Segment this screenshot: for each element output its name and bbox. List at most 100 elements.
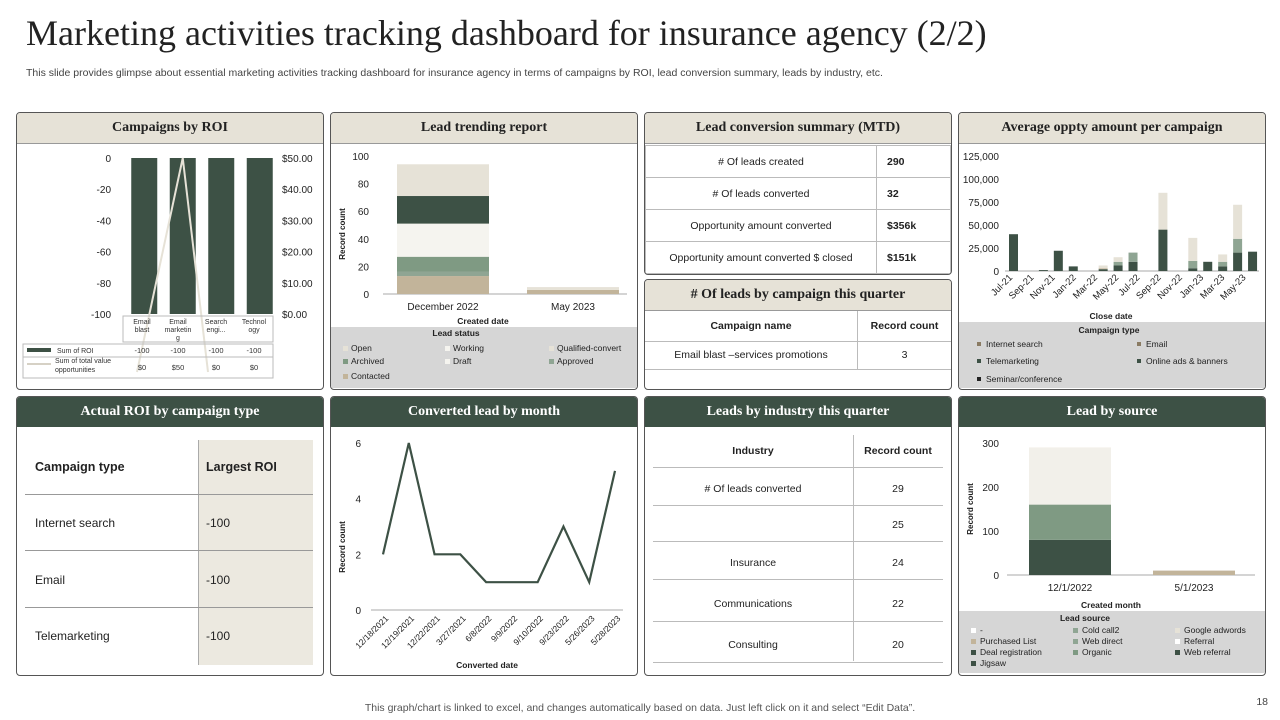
table-cell: Email xyxy=(35,573,66,587)
legend-swatch xyxy=(1175,650,1180,655)
stacked-bar-segment xyxy=(1248,251,1258,271)
stacked-bar-segment xyxy=(397,271,489,277)
category-box xyxy=(122,315,274,343)
page-title: Marketing activities tracking dashboard … xyxy=(26,13,987,53)
category-label: Technol xyxy=(242,319,267,326)
category-label: engi... xyxy=(206,327,225,334)
avg-oppty-chart: 125,000100,00075,00050,00025,0000Jul-21S… xyxy=(959,152,1265,388)
x-axis-title: Created month xyxy=(1081,600,1141,610)
avg-oppty-panel: Average oppty amount per campaign 125,00… xyxy=(958,112,1266,390)
data-label: $0 xyxy=(250,363,258,372)
data-label: -100 xyxy=(134,346,149,355)
y-tick-label: 0 xyxy=(363,290,369,301)
table-row: # Of leads created 290 xyxy=(645,145,951,178)
legend-swatch xyxy=(343,374,348,379)
y-tick-label: 125,000 xyxy=(963,152,1000,163)
data-label: $0 xyxy=(212,363,220,372)
legend-label: Deal registration xyxy=(980,647,1042,657)
stacked-bar-segment xyxy=(1233,204,1243,239)
roi-column-shade xyxy=(199,440,313,665)
stacked-bar-segment xyxy=(1098,269,1108,271)
x-tick-label: December 2022 xyxy=(407,302,479,313)
data-label: $50 xyxy=(172,363,185,372)
table-cell: -100 xyxy=(206,516,231,530)
legend-title: Campaign type xyxy=(1079,325,1140,335)
page-number: 18 xyxy=(1256,696,1268,708)
y-tick-label: 100 xyxy=(982,527,999,538)
y-tick-label: -100 xyxy=(91,310,111,321)
divider xyxy=(653,662,943,663)
panel-title: Converted lead by month xyxy=(331,397,637,427)
divider xyxy=(25,494,313,495)
legend-swatch xyxy=(27,348,51,352)
y-tick-label: -20 xyxy=(97,185,112,196)
y2-tick-label: $30.00 xyxy=(282,216,313,227)
stacked-bar-segment xyxy=(1029,447,1111,505)
lead-source-panel: Lead by source 300 200 100 0 Record count 12/… xyxy=(958,396,1266,676)
legend-label: Purchased List xyxy=(980,636,1037,646)
y-tick-label: -40 xyxy=(97,216,112,227)
roi-bar xyxy=(208,158,235,314)
legend-swatch xyxy=(1137,342,1141,346)
legend-label: Working xyxy=(453,343,484,353)
panel-title: Lead by source xyxy=(959,397,1265,427)
stacked-bar-segment xyxy=(1218,266,1228,271)
table-cell: 20 xyxy=(892,639,904,651)
table-cell: 3 xyxy=(857,341,951,370)
legend-swatch xyxy=(1073,650,1078,655)
lead-trending-panel: Lead trending report 100 80 60 40 20 0 Record … xyxy=(330,112,638,390)
legend-label: - xyxy=(980,625,983,635)
legend-label: Qualified-convert xyxy=(557,343,622,353)
y-tick-label: 0 xyxy=(993,571,999,582)
col-header: Record count xyxy=(864,445,932,457)
table-row: # Of leads converted 32 xyxy=(645,177,951,210)
divider xyxy=(25,607,313,608)
data-label: -100 xyxy=(170,346,185,355)
table-cell: # Of leads converted xyxy=(645,177,877,210)
y-tick-label: 200 xyxy=(982,483,999,494)
legend-label: Web referral xyxy=(1184,647,1231,657)
lead-trending-chart: 100 80 60 40 20 0 Record count December 2022 May… xyxy=(331,152,637,388)
legend-title: Lead source xyxy=(1060,613,1110,623)
stacked-bar-segment xyxy=(1188,268,1198,271)
legend-box xyxy=(959,611,1265,673)
table-row: Opportunity amount converted $356k xyxy=(645,209,951,242)
stacked-bar-segment xyxy=(527,287,619,290)
y-tick-label: -80 xyxy=(97,279,112,290)
legend-label: Contacted xyxy=(351,371,390,381)
stacked-bar-segment xyxy=(1098,268,1108,270)
stacked-bar-segment xyxy=(527,289,619,294)
stacked-bar-segment xyxy=(1233,238,1243,253)
x-axis-title: Close date xyxy=(1090,311,1133,321)
panel-title: # Of leads by campaign this quarter xyxy=(645,280,951,311)
table-cell: 22 xyxy=(892,598,904,610)
panel-title: Lead trending report xyxy=(331,113,637,144)
legend-label: Cold call2 xyxy=(1082,625,1120,635)
table-cell: 29 xyxy=(892,483,904,495)
legend-swatch xyxy=(971,639,976,644)
stacked-bar-segment xyxy=(1068,266,1078,271)
y2-tick-label: $0.00 xyxy=(282,310,307,321)
y-tick-label: 80 xyxy=(358,180,370,191)
legend-swatch xyxy=(1137,359,1141,363)
y-tick-label: 6 xyxy=(355,439,361,450)
stacked-bar-segment xyxy=(1188,260,1198,269)
category-label: blast xyxy=(135,327,150,334)
category-label: Email xyxy=(133,319,151,326)
legend-swatch xyxy=(549,359,554,364)
stacked-bar-segment xyxy=(1128,261,1138,271)
table-cell: -100 xyxy=(206,573,231,587)
panel-title: Average oppty amount per campaign xyxy=(959,113,1265,144)
x-tick-label: 12/1/2022 xyxy=(1048,583,1093,594)
col-header: Campaign name xyxy=(645,311,858,342)
table-cell: $356k xyxy=(876,209,951,242)
table-cell: Insurance xyxy=(729,557,777,569)
stacked-bar-segment xyxy=(1158,229,1168,271)
divider xyxy=(653,541,943,542)
divider xyxy=(653,505,943,506)
stacked-bar-segment xyxy=(1113,257,1123,262)
series-line xyxy=(381,442,617,586)
legend-label: opportunities xyxy=(55,367,96,374)
y-tick-label: 75,000 xyxy=(968,198,999,209)
legend-title: Lead status xyxy=(432,328,480,338)
